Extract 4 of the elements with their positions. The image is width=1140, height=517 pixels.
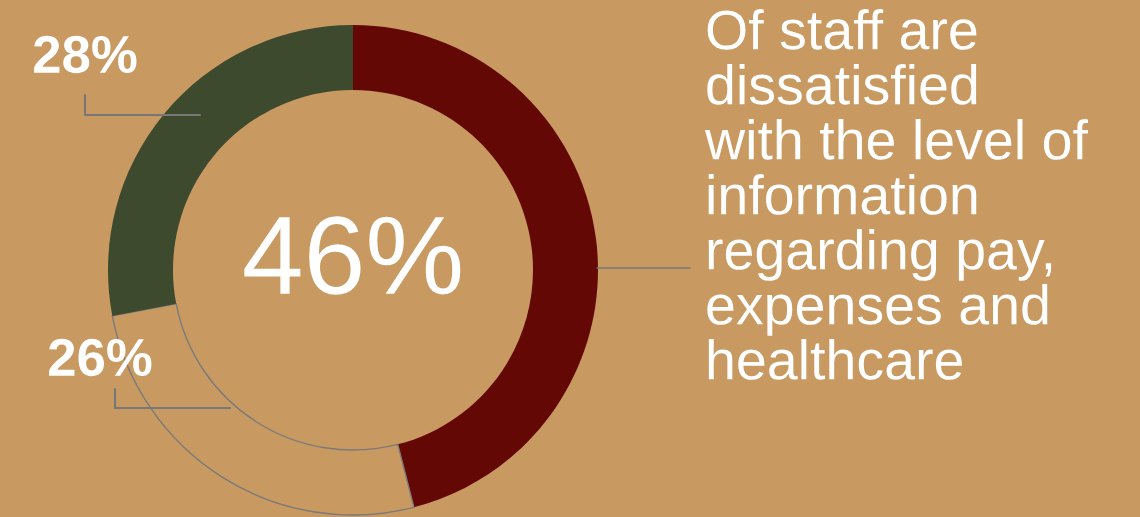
text: Of staff are dissatisfied with the level of information regarding pay, expenses and healthcare (704, 9, 1089, 380)
data-label: 46% (244, 216, 461, 295)
data-label: 26% (49, 338, 152, 377)
data-label: 28% (34, 35, 137, 74)
